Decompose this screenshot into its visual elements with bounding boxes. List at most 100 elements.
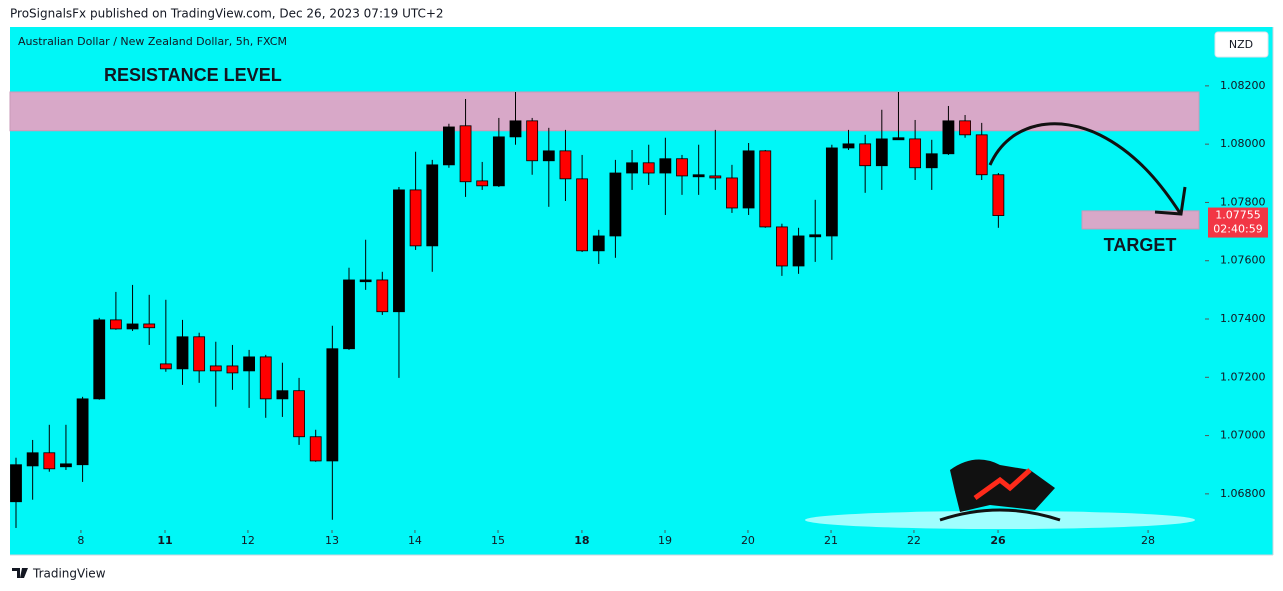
x-tick-label: 18 <box>574 534 589 547</box>
tv-logo <box>12 568 28 578</box>
x-tick-label: 20 <box>741 534 755 547</box>
candle-body <box>842 143 855 149</box>
candle-body <box>43 452 56 470</box>
candle-body <box>759 150 772 228</box>
x-tick-label: 15 <box>491 534 505 547</box>
zone-label: RESISTANCE LEVEL <box>104 65 282 85</box>
candle-body <box>376 279 389 313</box>
candle-body <box>393 189 405 313</box>
candle-body <box>143 323 156 329</box>
candle-body <box>676 158 688 177</box>
x-tick-label: 12 <box>241 534 255 547</box>
candle-body <box>626 162 638 174</box>
candle-body <box>559 150 572 180</box>
candles <box>10 91 1005 528</box>
logo-glow <box>805 511 1195 529</box>
candle-body <box>426 164 439 247</box>
x-tick-label: 13 <box>325 534 339 547</box>
candle-body <box>193 336 206 372</box>
x-tick-label: 11 <box>157 534 172 547</box>
candle-body <box>825 147 838 237</box>
footer-text: TradingView <box>32 567 106 581</box>
candle-body <box>226 365 239 374</box>
x-tick-label: 14 <box>408 534 422 547</box>
candle-body <box>726 177 738 209</box>
candle-body <box>809 234 822 238</box>
candle-body <box>259 356 272 400</box>
chart-title: Australian Dollar / New Zealand Dollar, … <box>18 35 287 48</box>
forecast-arrow <box>988 122 1182 214</box>
candle-body <box>476 180 489 187</box>
candle-body <box>443 126 455 166</box>
candle-body <box>875 138 888 167</box>
price-label-box <box>1208 207 1268 238</box>
candle-body <box>309 436 322 462</box>
candle-body <box>975 134 988 176</box>
currency[interactable]: NZD <box>1229 38 1253 51</box>
x-tick-label: 19 <box>658 534 672 547</box>
logo-stripe <box>973 468 1032 501</box>
x-tick-label: 28 <box>1141 534 1155 547</box>
y-tick-label: 1.07800 <box>1220 195 1266 208</box>
candle-body <box>293 390 305 438</box>
candle-body <box>109 319 122 330</box>
x-tick-label: 21 <box>824 534 838 547</box>
zone <box>9 91 1200 132</box>
candle-body <box>776 226 788 267</box>
candle-body <box>159 363 172 370</box>
zones: RESISTANCE LEVEL TARGET <box>9 65 1200 255</box>
y-tick-label: 1.07000 <box>1220 429 1266 442</box>
candle-body <box>576 178 589 252</box>
candle-body <box>209 365 222 372</box>
candle-body <box>742 150 755 209</box>
currency-box[interactable] <box>1214 31 1269 58</box>
x-tick-label: 22 <box>907 534 921 547</box>
y-tick-label: 1.06800 <box>1220 487 1266 500</box>
zone <box>1081 210 1200 230</box>
y-tick-label: 1.08000 <box>1220 137 1266 150</box>
candle-body <box>459 125 472 183</box>
candle-body <box>592 235 605 252</box>
candle-body <box>909 138 922 169</box>
candle-body <box>642 162 655 174</box>
zone-label: TARGET <box>1104 235 1177 255</box>
candle-body <box>892 137 905 141</box>
candle-body <box>176 336 189 370</box>
axes: 1.08200 1.08000 1.07800 1.07600 1.07400 1.072… <box>10 27 1274 556</box>
x-tick-label: 26 <box>990 534 1006 547</box>
candle-body <box>492 136 505 187</box>
candle-body <box>326 348 339 462</box>
candle-body <box>959 120 971 136</box>
candle-body <box>692 174 705 178</box>
candle-body <box>343 279 355 350</box>
candle-body <box>925 153 938 169</box>
candle-body <box>792 235 805 267</box>
logo-arc <box>939 508 1061 522</box>
candle-body <box>542 150 555 162</box>
candle-body <box>359 279 372 283</box>
candle-body <box>409 189 422 247</box>
y-tick-label: 1.07200 <box>1220 370 1266 383</box>
y-tick-label: 1.07400 <box>1220 312 1266 325</box>
last-price: 1.07755 <box>1215 209 1261 222</box>
candle-body <box>243 356 255 372</box>
candle-body <box>526 120 539 162</box>
candle-body <box>992 174 1005 216</box>
candle-body <box>10 464 22 503</box>
y-tick-label: 1.08200 <box>1220 79 1266 92</box>
candle-body <box>509 120 522 138</box>
arrow-head <box>1154 186 1187 216</box>
header-text: ProSignalsFx published on TradingView.co… <box>10 7 444 21</box>
candle-body <box>126 323 139 330</box>
candle-body <box>76 398 89 466</box>
candle-body <box>26 452 39 467</box>
candle-body <box>659 158 672 174</box>
candle-body <box>942 120 955 155</box>
candle-body <box>93 319 106 400</box>
candle-body <box>859 143 872 167</box>
candle-body <box>60 463 72 468</box>
candle-body <box>609 172 622 237</box>
candle-body <box>276 390 289 400</box>
countdown: 02:40:59 <box>1213 223 1262 236</box>
